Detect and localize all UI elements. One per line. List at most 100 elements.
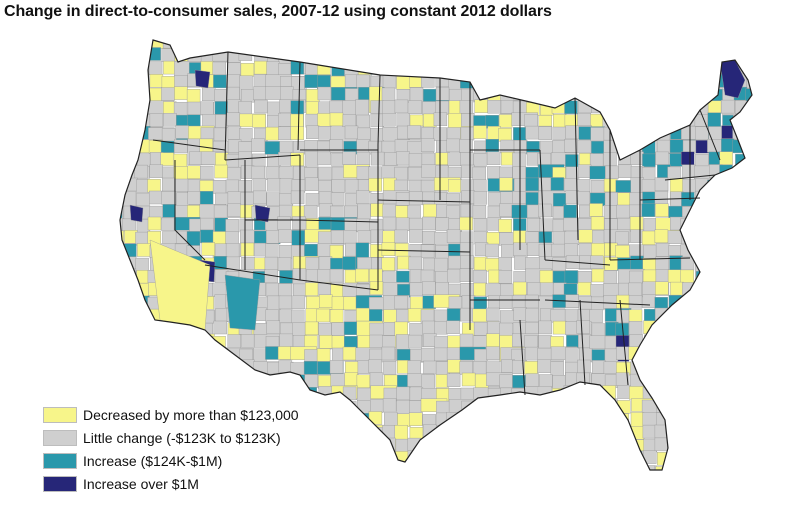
county-cell xyxy=(693,309,708,323)
county-cell xyxy=(709,401,723,415)
county-cell xyxy=(279,309,293,323)
county-cell xyxy=(265,166,280,180)
county-cell xyxy=(720,398,747,413)
county-cell xyxy=(356,218,370,233)
county-cell xyxy=(616,309,630,324)
county-cell xyxy=(732,440,747,467)
county-cell xyxy=(200,101,214,116)
county-cell xyxy=(344,465,358,470)
county-cell xyxy=(278,283,292,297)
county-highlight-arizona xyxy=(224,274,261,331)
county-cell xyxy=(708,348,722,363)
county-cell xyxy=(473,191,488,205)
county-cell xyxy=(656,40,670,49)
county-cell xyxy=(656,374,670,388)
county-cell xyxy=(318,438,332,452)
county-cell xyxy=(576,190,590,205)
county-cell xyxy=(644,334,658,349)
county-cell xyxy=(213,74,227,89)
county-cell xyxy=(409,191,423,205)
county-cell xyxy=(124,360,138,374)
county-cell xyxy=(693,466,708,470)
county-cell xyxy=(669,335,683,349)
county-cell xyxy=(124,334,138,348)
county-cell xyxy=(382,230,396,245)
county-cell xyxy=(473,322,488,336)
county-cell xyxy=(630,373,644,388)
county-cell xyxy=(552,388,566,415)
county-cell xyxy=(514,401,528,428)
county-cell xyxy=(173,348,187,363)
county-cell xyxy=(318,126,332,140)
county-cell xyxy=(473,270,487,284)
county-cell xyxy=(446,373,461,387)
county-cell xyxy=(460,413,475,428)
county-cell xyxy=(589,464,617,470)
county-cell xyxy=(135,61,150,75)
county-cell xyxy=(746,269,752,283)
county-cell xyxy=(317,283,332,297)
county-cell xyxy=(199,40,213,51)
county-cell xyxy=(563,204,577,219)
county-cell xyxy=(513,87,541,101)
county-cell xyxy=(695,321,709,348)
county-cell xyxy=(721,138,735,152)
county-cell xyxy=(615,231,629,246)
county-cell xyxy=(422,231,436,245)
county-cell xyxy=(694,385,708,399)
county-cell xyxy=(538,177,552,192)
county-cell xyxy=(199,138,213,153)
county-cell xyxy=(356,114,370,129)
county-cell xyxy=(135,334,150,349)
county-cell xyxy=(369,309,383,323)
county-cell xyxy=(630,229,644,244)
county-cell xyxy=(485,258,499,272)
county-cell xyxy=(745,362,752,376)
county-cell xyxy=(487,424,501,438)
county-cell xyxy=(693,335,708,349)
county-cell xyxy=(498,128,512,142)
county-cell xyxy=(603,361,618,375)
county-cell xyxy=(604,426,618,441)
county-cell xyxy=(410,40,424,62)
county-cell xyxy=(394,295,408,310)
county-cell xyxy=(226,73,241,88)
county-cell xyxy=(498,270,513,284)
county-cell xyxy=(485,243,499,258)
county-cell xyxy=(734,411,749,426)
county-cell xyxy=(122,63,136,90)
county-cell xyxy=(641,203,656,217)
county-cell xyxy=(330,400,344,414)
county-cell xyxy=(642,361,656,375)
county-cell xyxy=(460,48,475,62)
county-cell xyxy=(174,75,188,89)
county-cell xyxy=(317,40,331,50)
county-cell xyxy=(747,216,752,231)
county-cell xyxy=(120,87,125,102)
county-cell xyxy=(344,425,358,453)
county-cell xyxy=(642,258,656,272)
county-cell xyxy=(629,192,643,206)
county-cell xyxy=(175,360,189,374)
county-cell xyxy=(161,177,176,192)
county-cell xyxy=(682,62,696,89)
legend-item-increase: Increase ($124K-$1M) xyxy=(43,449,299,472)
county-cell xyxy=(565,50,579,64)
county-cell xyxy=(617,75,631,90)
county-cell xyxy=(304,335,318,349)
county-cell xyxy=(668,73,682,88)
county-cell xyxy=(680,40,694,51)
county-cell xyxy=(370,61,384,75)
county-cell xyxy=(500,283,514,298)
county-cell xyxy=(577,465,591,470)
county-cell xyxy=(670,281,684,296)
county-cell xyxy=(382,75,397,89)
county-cell xyxy=(319,294,333,308)
county-cell xyxy=(410,63,424,77)
county-cell xyxy=(331,49,358,64)
county-cell xyxy=(642,424,657,439)
county-cell xyxy=(318,398,332,413)
county-cell xyxy=(745,414,752,428)
county-cell xyxy=(513,307,527,321)
county-cell xyxy=(537,412,551,426)
